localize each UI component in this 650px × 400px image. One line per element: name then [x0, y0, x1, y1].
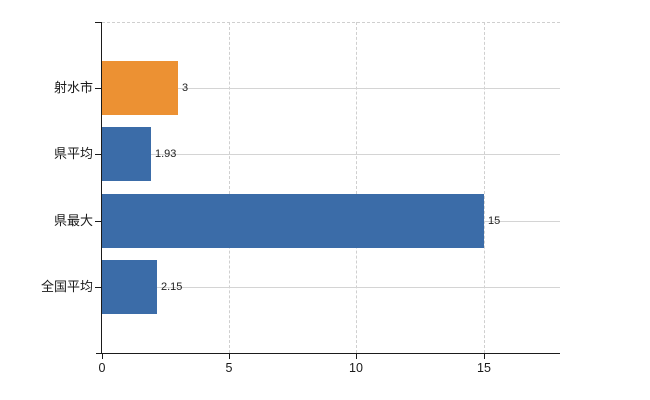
bar: [102, 260, 157, 314]
plot-top-border: [102, 22, 560, 23]
bar-value-label: 3: [182, 82, 189, 94]
bar: [102, 127, 151, 181]
bar: [102, 194, 484, 248]
y-axis-tick: [95, 287, 102, 288]
category-gridline: [102, 154, 560, 155]
y-axis-tick: [95, 22, 102, 23]
x-axis-tick: [102, 353, 103, 359]
category-gridline: [102, 88, 560, 89]
x-tick-label: 0: [98, 361, 106, 375]
category-gridline: [102, 287, 560, 288]
vertical-gridline: [229, 22, 230, 353]
x-axis-tick: [484, 353, 485, 359]
y-axis-tick: [95, 154, 102, 155]
vertical-gridline: [484, 22, 485, 353]
y-axis-tick: [95, 221, 102, 222]
vertical-gridline: [356, 22, 357, 353]
bar-value-label: 1.93: [155, 148, 177, 160]
category-label: 県最大: [53, 213, 93, 228]
bar-value-label: 2.15: [161, 281, 183, 293]
category-label: 県平均: [53, 146, 93, 161]
x-tick-label: 10: [349, 361, 363, 375]
x-axis-line: [96, 353, 560, 354]
y-axis-line: [101, 22, 102, 353]
x-axis-tick: [356, 353, 357, 359]
bar: [102, 61, 178, 115]
x-axis-tick: [229, 353, 230, 359]
x-tick-label: 15: [477, 361, 491, 375]
bar-value-label: 15: [488, 215, 501, 227]
x-tick-label: 5: [225, 361, 233, 375]
category-label: 全国平均: [40, 279, 93, 294]
y-axis-tick: [95, 88, 102, 89]
category-label: 射水市: [53, 80, 93, 95]
